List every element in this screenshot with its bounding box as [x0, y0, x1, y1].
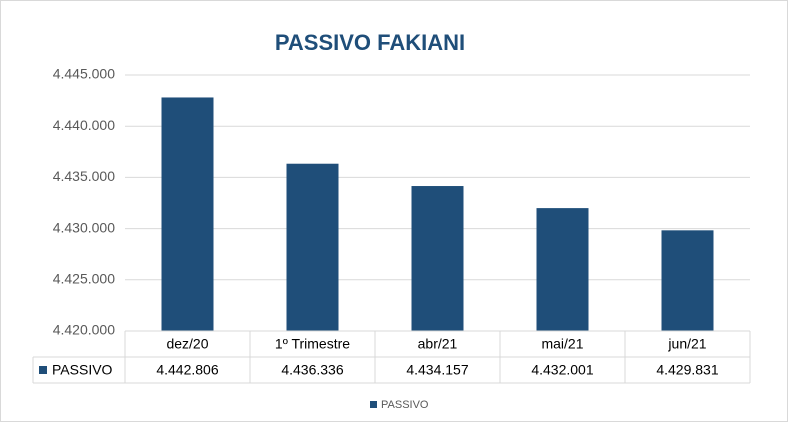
- bar: [661, 230, 714, 331]
- x-tick-label: mai/21: [541, 336, 583, 352]
- y-tick-label: 4.425.000: [53, 271, 115, 287]
- y-tick-label: 4.420.000: [53, 322, 115, 338]
- chart-title: PASSIVO FAKIANI: [275, 30, 465, 55]
- table-value: 4.429.831: [656, 362, 718, 378]
- x-tick-label: 1º Trimestre: [275, 336, 350, 352]
- x-tick-label: dez/20: [166, 336, 208, 352]
- y-tick-label: 4.445.000: [53, 66, 115, 82]
- x-tick-label: abr/21: [418, 336, 458, 352]
- table-value: 4.436.336: [281, 362, 343, 378]
- legend-label: PASSIVO: [381, 399, 429, 411]
- table-value: 4.434.157: [406, 362, 468, 378]
- y-tick-label: 4.430.000: [53, 219, 115, 235]
- bar: [161, 97, 214, 332]
- table-value: 4.432.001: [531, 362, 593, 378]
- bar: [536, 208, 589, 331]
- y-tick-label: 4.440.000: [53, 117, 115, 133]
- y-tick-label: 4.435.000: [53, 168, 115, 184]
- bar: [411, 186, 464, 331]
- table-value: 4.442.806: [156, 362, 218, 378]
- table-legend-key: [39, 366, 47, 374]
- bar: [286, 163, 339, 331]
- table-series-name: PASSIVO: [52, 362, 113, 378]
- x-tick-label: jun/21: [667, 336, 706, 352]
- legend-key: [370, 401, 377, 408]
